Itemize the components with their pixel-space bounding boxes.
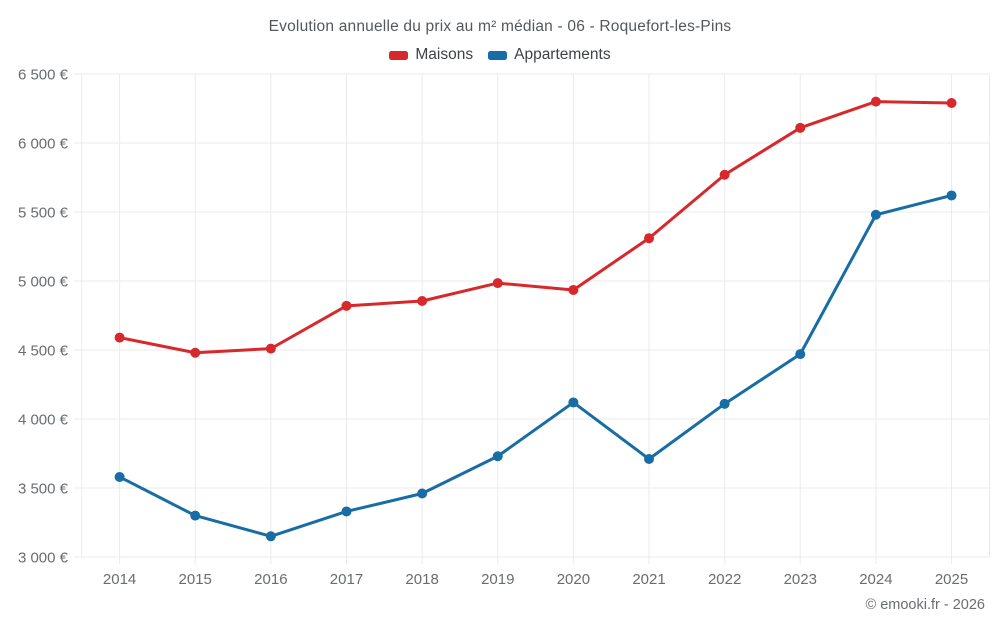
footer-credit: © emooki.fr - 2026 (865, 597, 985, 613)
x-tick-label: 2021 (632, 571, 665, 588)
legend-item-appartements[interactable]: Appartements (488, 46, 611, 64)
data-point-appartements-2019[interactable] (492, 451, 503, 462)
x-tick-label: 2015 (179, 571, 212, 588)
data-point-maisons-2021[interactable] (644, 233, 655, 244)
data-point-appartements-2016[interactable] (265, 531, 276, 542)
data-point-appartements-2025[interactable] (946, 190, 957, 201)
y-tick-label: 3 000 € (18, 550, 69, 567)
y-tick-label: 5 000 € (18, 274, 69, 291)
data-point-maisons-2016[interactable] (265, 343, 276, 354)
x-tick-label: 2022 (708, 571, 741, 588)
data-point-appartements-2022[interactable] (719, 398, 730, 409)
legend-label-appartements: Appartements (514, 46, 611, 63)
data-point-appartements-2017[interactable] (341, 506, 352, 517)
data-point-appartements-2020[interactable] (568, 397, 579, 408)
y-tick-label: 3 500 € (18, 481, 69, 498)
data-point-maisons-2014[interactable] (114, 332, 125, 343)
legend-item-maisons[interactable]: Maisons (389, 46, 473, 64)
data-point-appartements-2014[interactable] (114, 471, 125, 482)
y-tick-label: 6 000 € (18, 136, 69, 153)
data-point-maisons-2017[interactable] (341, 300, 352, 311)
data-point-maisons-2025[interactable] (946, 97, 957, 108)
data-point-appartements-2024[interactable] (870, 209, 881, 220)
y-tick-label: 4 500 € (18, 343, 69, 360)
data-point-maisons-2015[interactable] (190, 347, 201, 358)
legend-swatch-appartements (488, 50, 508, 60)
y-tick-label: 6 500 € (18, 67, 69, 84)
data-point-maisons-2022[interactable] (719, 169, 730, 180)
data-point-appartements-2018[interactable] (417, 488, 428, 499)
x-tick-label: 2023 (784, 571, 817, 588)
x-tick-label: 2016 (254, 571, 287, 588)
data-point-maisons-2024[interactable] (870, 96, 881, 107)
x-tick-label: 2017 (330, 571, 363, 588)
x-tick-label: 2018 (405, 571, 438, 588)
legend-label-maisons: Maisons (415, 46, 474, 63)
data-point-maisons-2023[interactable] (795, 122, 806, 133)
x-tick-label: 2019 (481, 571, 514, 588)
x-tick-label: 2014 (103, 571, 136, 588)
legend: Maisons Appartements (0, 46, 1000, 64)
series-line-maisons (118, 100, 954, 355)
series-line-appartements (118, 193, 954, 538)
y-tick-label: 4 000 € (18, 412, 69, 429)
legend-swatch-maisons (389, 50, 409, 60)
data-point-appartements-2021[interactable] (644, 454, 655, 465)
chart-title: Evolution annuelle du prix au m² médian … (268, 18, 732, 35)
data-point-maisons-2020[interactable] (568, 284, 579, 295)
y-tick-label: 5 500 € (18, 205, 69, 222)
x-tick-label: 2020 (557, 571, 590, 588)
x-tick-label: 2024 (859, 571, 892, 588)
data-point-maisons-2019[interactable] (492, 278, 503, 289)
data-point-appartements-2023[interactable] (795, 349, 806, 360)
data-point-maisons-2018[interactable] (417, 296, 428, 307)
x-tick-label: 2025 (935, 571, 968, 588)
data-point-appartements-2015[interactable] (190, 510, 201, 521)
